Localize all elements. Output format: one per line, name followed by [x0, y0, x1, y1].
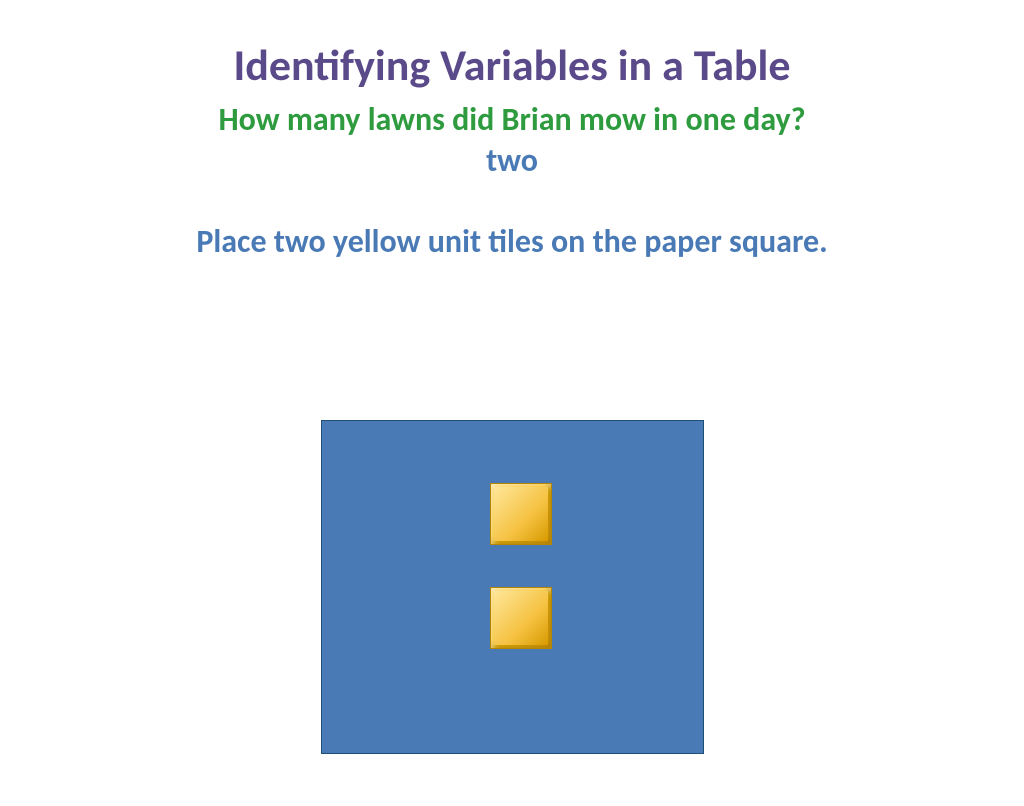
unit-tile-1	[490, 483, 552, 545]
paper-square	[321, 420, 704, 754]
answer-text: two	[0, 141, 1024, 180]
question-text: How many lawns did Brian mow in one day?	[0, 100, 1024, 139]
slide-title: Identifying Variables in a Table	[0, 38, 1024, 92]
instruction-text: Place two yellow unit tiles on the paper…	[0, 222, 1024, 261]
unit-tile-2	[490, 587, 552, 649]
